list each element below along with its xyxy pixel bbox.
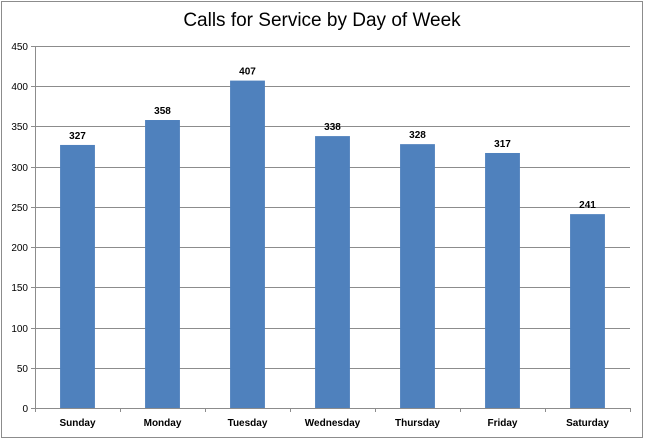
chart-title: Calls for Service by Day of Week xyxy=(183,10,461,31)
y-tick-label: 150 xyxy=(11,283,28,294)
data-label-friday: 317 xyxy=(494,139,511,150)
x-tick-label-tuesday: Tuesday xyxy=(228,418,268,429)
x-tick-label-friday: Friday xyxy=(487,418,517,429)
data-label-tuesday: 407 xyxy=(239,67,256,78)
bar-tuesday xyxy=(230,80,265,408)
bar-saturday xyxy=(570,214,605,408)
x-tick-label-monday: Monday xyxy=(144,418,182,429)
y-tick-label: 250 xyxy=(11,203,28,214)
bars xyxy=(60,80,605,409)
x-tick-label-saturday: Saturday xyxy=(566,418,609,429)
y-tick-label: 400 xyxy=(11,82,28,93)
bar-monday xyxy=(145,120,180,409)
y-tick-label: 50 xyxy=(17,364,29,375)
y-axis-ticks: 0 50 100 150 200 250 300 350 400 450 xyxy=(11,42,35,415)
y-tick-label: 100 xyxy=(11,324,28,335)
data-label-saturday: 241 xyxy=(579,200,596,211)
x-axis-labels: Sunday Monday Tuesday Wednesday Thursday Frid… xyxy=(35,408,631,429)
bar-thursday xyxy=(400,144,435,409)
y-tick-label: 0 xyxy=(22,404,28,415)
x-tick-label-sunday: Sunday xyxy=(59,418,96,429)
data-label-sunday: 327 xyxy=(69,131,86,142)
data-label-wednesday: 338 xyxy=(324,122,341,133)
y-tick-label: 200 xyxy=(11,243,28,254)
bar-friday xyxy=(485,152,520,408)
data-label-thursday: 328 xyxy=(409,130,426,141)
y-tick-label: 300 xyxy=(11,163,28,174)
x-tick-label-wednesday: Wednesday xyxy=(305,418,361,429)
x-tick-label-thursday: Thursday xyxy=(395,418,440,429)
y-tick-label: 350 xyxy=(11,122,28,133)
data-label-monday: 358 xyxy=(154,106,171,117)
y-tick-label: 450 xyxy=(11,42,28,53)
bar-sunday xyxy=(60,144,95,409)
bar-wednesday xyxy=(315,136,350,408)
data-labels: 327 358 407 338 328 317 241 xyxy=(69,67,596,212)
